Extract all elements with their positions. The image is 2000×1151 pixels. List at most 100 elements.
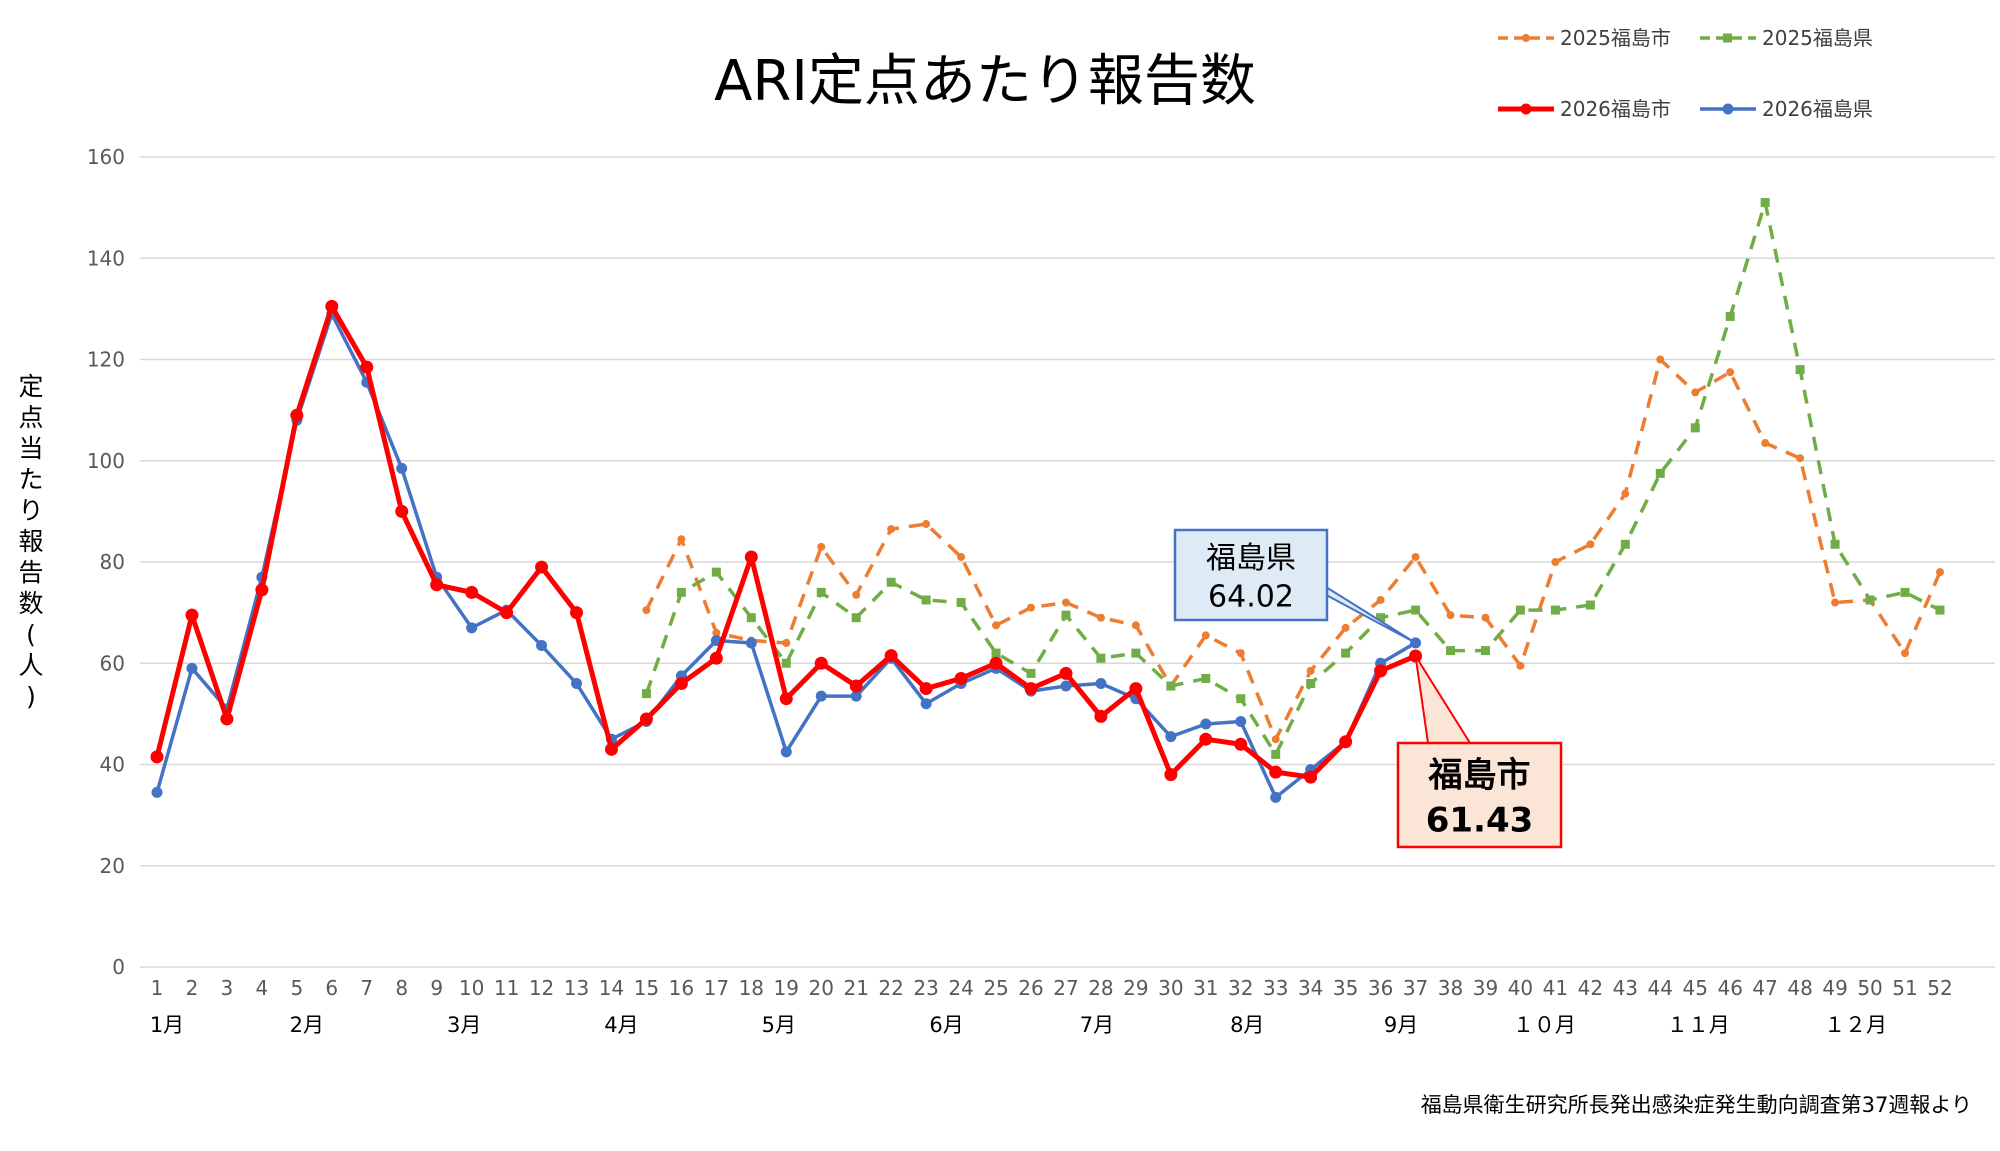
x-tick-label: 47 [1752,976,1777,1000]
x-axis-ticks: 1 2 3 4 5 6 7 8 9 10 11 12 13 14 15 16 17 18 19 20 21 22 23 24 2… [151,976,1953,1000]
legend-item: 2026福島市 [1498,97,1671,121]
y-axis-label: 定点当たり報告数(人) [18,372,43,711]
data-point [1761,439,1770,448]
data-point [1376,613,1386,623]
data-point [922,520,931,529]
data-point [1306,679,1316,688]
x-tick-label: 40 [1508,976,1533,1000]
data-point [1129,682,1143,696]
legend-label: 2025福島県 [1762,26,1873,50]
data-point [500,606,514,620]
month-label: 8月 [1230,1013,1264,1037]
month-label: 1月 [150,1013,184,1037]
data-point [1199,732,1213,746]
x-tick-label: 52 [1927,976,1952,1000]
legend-item: 2026福島県 [1700,97,1873,121]
y-tick-label: 40 [100,753,125,777]
x-tick-label: 14 [599,976,624,1000]
x-tick-label: 30 [1158,976,1183,1000]
data-point [780,746,792,758]
data-point [1446,611,1455,620]
x-tick-label: 17 [704,976,729,1000]
data-point [571,678,583,689]
data-point [954,671,968,685]
data-point [1131,648,1141,658]
x-tick-label: 15 [634,976,659,1000]
y-tick-label: 100 [87,449,125,473]
data-point [1341,623,1350,632]
data-point [1061,598,1070,607]
y-tick-label: 60 [100,651,125,675]
data-point [956,598,966,607]
data-point [536,640,548,652]
callout-name: 福島市 [1428,756,1531,796]
legend-swatch-marker [1722,103,1734,115]
series-line [644,200,1941,757]
data-point [1620,539,1630,549]
data-point [781,658,791,668]
data-point [677,535,686,544]
data-point [1201,631,1210,640]
data-point [852,590,861,599]
callout-box [1173,528,1329,622]
data-point [989,656,1003,670]
data-point [1235,715,1247,727]
data-point [1201,673,1211,683]
month-label: 6月 [929,1013,963,1037]
data-point [1655,468,1665,478]
series-2026福島市 [150,299,1423,784]
x-tick-label: 1 [151,976,164,1000]
x-tick-label: 49 [1822,976,1847,1000]
data-point [884,649,898,663]
y-tick-label: 120 [87,348,125,372]
series-2025福島市 [642,355,1944,744]
x-tick-label: 38 [1438,976,1463,1000]
data-point [1271,735,1280,744]
callout-福島県: 福島県 64.02 [1173,528,1417,644]
callout-box [1396,741,1563,849]
x-tick-label: 50 [1857,976,1882,1000]
callout-value: 61.43 [1426,800,1534,840]
data-point [1796,454,1805,463]
data-point [1341,648,1351,658]
x-tick-label: 48 [1787,976,1812,1000]
legend-item: 2025福島県 [1700,26,1873,50]
month-label: 4月 [604,1013,638,1037]
data-point [325,299,339,313]
callout-pointer [1414,655,1472,744]
x-tick-label: 29 [1123,976,1148,1000]
data-point [641,689,651,699]
data-point [466,622,478,634]
data-point [676,587,686,597]
x-tick-label: 5 [290,976,303,1000]
month-label: 7月 [1080,1013,1114,1037]
x-tick-label: 36 [1368,976,1393,1000]
data-point [746,613,756,623]
x-tick-label: 25 [983,976,1008,1000]
data-point [1270,791,1282,803]
data-point [535,560,549,574]
x-tick-label: 2 [186,976,199,1000]
month-label: １２月 [1824,1013,1887,1037]
series-line [644,357,1942,741]
data-point [849,679,863,693]
data-point [1690,423,1700,433]
data-point [1935,605,1945,615]
month-label: １１月 [1667,1013,1730,1037]
y-tick-label: 20 [100,854,125,878]
data-point [745,637,757,649]
data-point [1271,749,1281,759]
data-point [396,462,408,474]
data-point [360,360,374,374]
x-tick-label: 8 [395,976,408,1000]
data-point [1621,489,1630,498]
x-tick-label: 51 [1892,976,1917,1000]
x-tick-label: 4 [256,976,269,1000]
gridlines [140,156,1995,968]
data-point [1865,595,1875,605]
month-labels: 1月 2月 3月 4月 5月 6月 7月 8月 9月 １０月 １１月 １２月 [150,1013,1887,1037]
data-point [1691,388,1700,397]
data-point [1339,735,1353,749]
